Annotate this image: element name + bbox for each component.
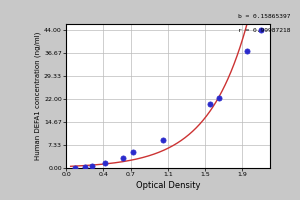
Point [130, 151, 135, 154]
Y-axis label: Human DEFA1 concentration (ng/ml): Human DEFA1 concentration (ng/ml) [34, 32, 41, 160]
Point [207, 102, 212, 105]
Point [258, 29, 263, 32]
Text: b = 0.15865397: b = 0.15865397 [238, 14, 291, 19]
Point [217, 96, 221, 99]
Point [121, 156, 126, 160]
Point [82, 165, 87, 169]
Point [244, 49, 249, 52]
Point [103, 162, 107, 165]
Point [161, 138, 166, 141]
X-axis label: Optical Density: Optical Density [136, 181, 200, 190]
Point [90, 164, 94, 167]
Point [73, 166, 78, 170]
Text: r = 0.99987218: r = 0.99987218 [238, 28, 291, 33]
